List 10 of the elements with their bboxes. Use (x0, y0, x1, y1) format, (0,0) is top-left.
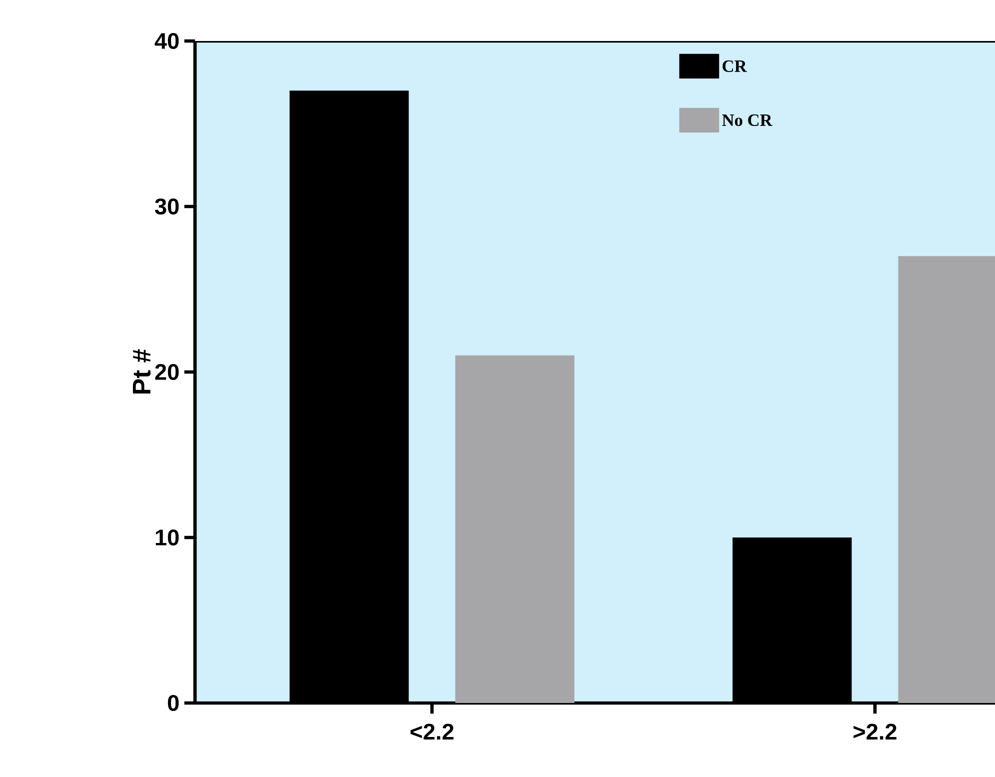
y-tick-label: 20 (155, 364, 179, 380)
y-tick-label: 0 (168, 694, 179, 712)
x-tick-label: <2.2 (410, 724, 454, 740)
y-tick-label: 30 (154, 198, 179, 215)
y-tick-label: 40 (154, 32, 179, 50)
legend-label: CR (722, 60, 747, 72)
legend-label: No CR (722, 114, 772, 126)
y-tick-label: 10 (156, 529, 179, 546)
x-tick-label: >2.2 (854, 724, 896, 740)
y-axis-title: Pt # (132, 349, 151, 394)
